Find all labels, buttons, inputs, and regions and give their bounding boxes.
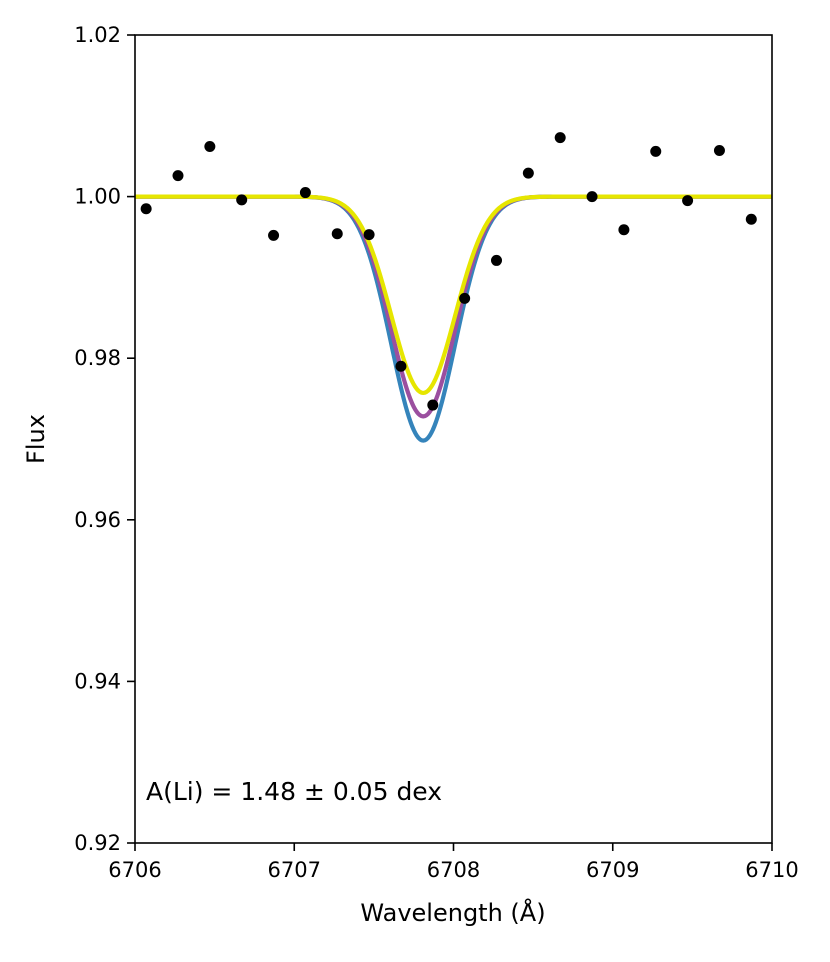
y-tick-label: 1.00 [74, 185, 121, 209]
axes-frame [134, 34, 773, 844]
y-tick-label: 0.96 [74, 508, 121, 532]
x-axis-ticks: 6706 6707 6708 6709 6710 [108, 843, 799, 882]
data-point [268, 229, 280, 241]
model-curve-1 [134, 194, 773, 419]
data-point [204, 141, 216, 152]
y-tick-label: 0.92 [74, 831, 121, 855]
data-point [427, 399, 439, 411]
data-point [618, 224, 630, 236]
abundance-annotation: A(Li) = 1.48 ± 0.05 dex [146, 777, 442, 806]
y-tick-label: 0.94 [74, 669, 121, 693]
data-point [554, 132, 566, 144]
x-tick-label: 6706 [108, 858, 161, 882]
data-point [299, 187, 311, 199]
observed-points [140, 132, 757, 411]
data-point [682, 195, 694, 207]
data-point [459, 292, 471, 304]
y-tick-label: 1.02 [74, 23, 121, 47]
x-tick-label: 6708 [427, 858, 480, 882]
data-point [363, 229, 375, 241]
data-point [140, 203, 152, 215]
x-tick-label: 6709 [586, 858, 639, 882]
x-tick-label: 6707 [268, 858, 321, 882]
data-point [745, 213, 757, 225]
data-point [522, 167, 534, 179]
data-point [172, 170, 184, 182]
data-point [236, 194, 248, 206]
y-axis-label: Flux [22, 414, 50, 464]
y-tick-label: 0.98 [74, 346, 121, 370]
model-curve-2 [134, 194, 773, 396]
data-point [491, 254, 502, 266]
data-point [713, 145, 725, 157]
x-tick-label: 6710 [745, 858, 798, 882]
data-point [331, 228, 343, 240]
data-point [586, 191, 598, 203]
y-axis-ticks: 0.92 0.94 0.96 0.98 1.00 1.02 [74, 23, 135, 855]
x-axis-label: Wavelength (Å) [360, 898, 545, 927]
data-point [650, 145, 662, 157]
model-curves [134, 194, 773, 443]
data-point [395, 360, 407, 372]
